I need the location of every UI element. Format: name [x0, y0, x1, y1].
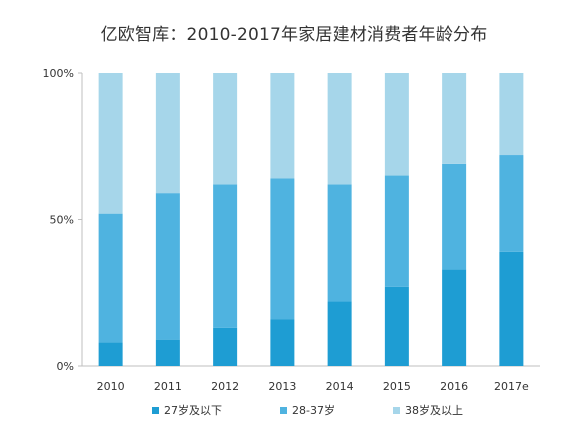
x-tick-label: 2017e — [494, 380, 529, 393]
y-tick-label: 50% — [50, 214, 74, 227]
bar-segment — [98, 213, 123, 343]
x-tick-label: 2014 — [326, 380, 354, 393]
bar-segment — [327, 184, 352, 302]
bar-segment — [442, 163, 467, 270]
bar-segment — [213, 327, 238, 366]
legend-label: 38岁及以上 — [404, 404, 463, 417]
bar-segment — [499, 73, 524, 156]
chart-title: 亿欧智库：2010-2017年家居建材消费者年龄分布 — [100, 25, 488, 45]
y-tick-label: 100% — [43, 67, 74, 80]
bar-segment — [499, 155, 524, 252]
bar-segment — [499, 251, 524, 366]
bar-segment — [384, 73, 409, 176]
bar-segment — [270, 178, 295, 320]
x-tick-label: 2016 — [440, 380, 468, 393]
bar-segment — [327, 301, 352, 366]
legend-swatch — [152, 406, 159, 414]
bar-segment — [213, 73, 238, 185]
bar-segment — [98, 342, 123, 366]
bar-segment — [270, 319, 295, 366]
x-tick-label: 2013 — [268, 380, 296, 393]
bar-segment — [98, 73, 123, 214]
bar-segment — [327, 73, 352, 185]
bar-segment — [384, 175, 409, 287]
bar-segment — [155, 193, 180, 340]
x-tick-label: 2015 — [383, 380, 411, 393]
bar-segment — [270, 73, 295, 179]
legend: 27岁及以下 28-37岁 38岁及以上 — [152, 402, 521, 418]
x-tick-label: 2012 — [211, 380, 239, 393]
legend-label: 27岁及以下 — [164, 404, 222, 417]
bar-segment — [155, 339, 180, 366]
x-tick-label: 2011 — [154, 380, 182, 393]
legend-item-38-and-over: 38岁及以上 — [392, 402, 463, 418]
bar-segment — [155, 73, 180, 194]
legend-swatch — [392, 406, 400, 414]
bar-segment — [384, 286, 409, 366]
bar-segment — [213, 184, 238, 328]
bar-segment — [442, 73, 467, 164]
bar-segment — [442, 269, 467, 366]
x-tick-label: 2010 — [97, 380, 125, 393]
legend-item-28-37: 28-37岁 — [280, 402, 335, 418]
legend-label: 28-37岁 — [292, 404, 335, 417]
y-tick-label: 0% — [57, 360, 74, 373]
legend-item-27-and-under: 27岁及以下 — [152, 402, 222, 418]
legend-swatch — [280, 406, 287, 414]
